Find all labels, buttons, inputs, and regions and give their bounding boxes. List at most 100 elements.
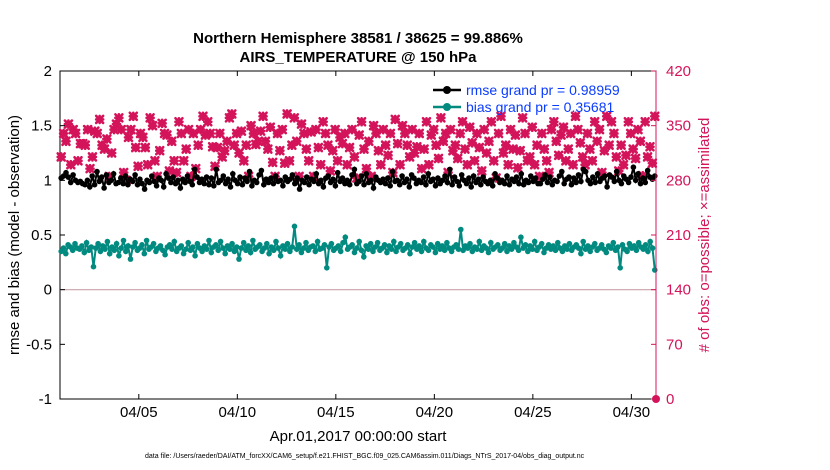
obs-marker [284, 156, 295, 166]
obs-marker [275, 145, 285, 156]
bias-point [393, 248, 399, 255]
bias-point [525, 248, 531, 255]
rmse-point [358, 173, 365, 179]
rmse-point [592, 179, 598, 186]
obs-marker [642, 152, 653, 162]
obs-marker [114, 113, 124, 123]
bias-point [578, 250, 584, 257]
bias-point [575, 245, 582, 251]
obs-marker [70, 128, 81, 139]
obs-marker [308, 171, 319, 182]
rmse-point [330, 176, 336, 182]
obs-marker [469, 156, 480, 166]
bias-point [257, 242, 263, 248]
bias-point [141, 250, 148, 257]
obs-marker [440, 128, 451, 139]
bias-point [349, 242, 356, 248]
bias-point [328, 240, 335, 247]
bias-point [229, 240, 235, 247]
y-right-tick-label: 140 [666, 282, 691, 299]
obs-marker [174, 116, 184, 127]
bias-point [340, 239, 346, 246]
obs-marker [349, 152, 360, 162]
bias-point [647, 238, 653, 245]
obs-marker [616, 140, 626, 150]
obs-marker [601, 111, 612, 122]
obs-marker [604, 140, 614, 150]
obs-marker [594, 124, 605, 135]
obs-marker [460, 144, 470, 154]
bias-point [303, 239, 309, 246]
bias-point [247, 249, 254, 256]
rmse-point [141, 186, 148, 192]
rmse-point [609, 174, 615, 180]
rmse-point [466, 175, 472, 181]
obs-marker [392, 138, 403, 149]
obs-marker [609, 128, 619, 139]
obs-marker [325, 166, 336, 176]
bias-point [90, 263, 97, 270]
obs-marker [443, 167, 453, 178]
rmse-point [273, 173, 279, 179]
rmse-point [253, 179, 260, 186]
rmse-point [652, 173, 658, 179]
bias-point [88, 244, 94, 250]
obs-marker [436, 113, 446, 123]
rmse-point [270, 180, 277, 187]
bias-point [206, 237, 212, 244]
bias-point [291, 223, 298, 230]
bias-point [483, 245, 490, 251]
obs-marker [649, 111, 660, 122]
rmse-point [239, 181, 246, 188]
rmse-point [256, 172, 262, 178]
rmse-point [380, 176, 386, 182]
data-file-footnote: data file: /Users/raeder/DAI/ATM_forcXX/… [145, 453, 585, 460]
chart-title-line1: Northern Hemisphere 38581 / 38625 = 99.8… [193, 30, 523, 47]
obs-marker [222, 136, 232, 147]
obs-marker [342, 159, 352, 170]
bias-point [111, 247, 118, 254]
rmse-point [84, 177, 91, 184]
y-tick-label: 0.5 [31, 227, 52, 244]
rmse-point [189, 181, 196, 188]
obs-marker [330, 124, 340, 135]
rmse-point [182, 179, 188, 186]
rmse-point [103, 172, 110, 178]
rmse-point [184, 173, 191, 179]
rmse-point [318, 177, 324, 184]
bias-point [652, 267, 658, 273]
bias-point [474, 246, 480, 252]
rmse-point [573, 179, 579, 186]
bias-point [467, 240, 473, 247]
obs-marker [467, 138, 477, 148]
obs-marker [457, 116, 468, 127]
rmse-point [208, 175, 215, 181]
obs-marker [248, 128, 259, 139]
rmse-point [234, 180, 241, 187]
obs-marker [549, 116, 559, 127]
obs-marker [633, 124, 643, 135]
obs-marker [140, 142, 151, 153]
bias-point [298, 249, 305, 256]
obs-marker [428, 124, 439, 135]
obs-marker [171, 167, 182, 178]
bias-point [374, 239, 381, 246]
obs-marker [73, 156, 83, 166]
obs-marker [123, 132, 134, 143]
rmse-point [420, 174, 427, 180]
obs-marker [183, 124, 194, 135]
rmse-point [458, 172, 465, 178]
bias-point [372, 244, 379, 250]
obs-marker [532, 140, 542, 150]
obs-marker [484, 136, 494, 147]
obs-marker [133, 161, 143, 172]
rmse-point [363, 171, 370, 177]
rmse-point [246, 168, 253, 175]
bias-point [245, 243, 252, 249]
bias-point [439, 243, 446, 249]
obs-marker [87, 152, 98, 162]
obs-marker [462, 159, 473, 170]
bias-point [95, 240, 101, 247]
bias-point [566, 240, 573, 247]
